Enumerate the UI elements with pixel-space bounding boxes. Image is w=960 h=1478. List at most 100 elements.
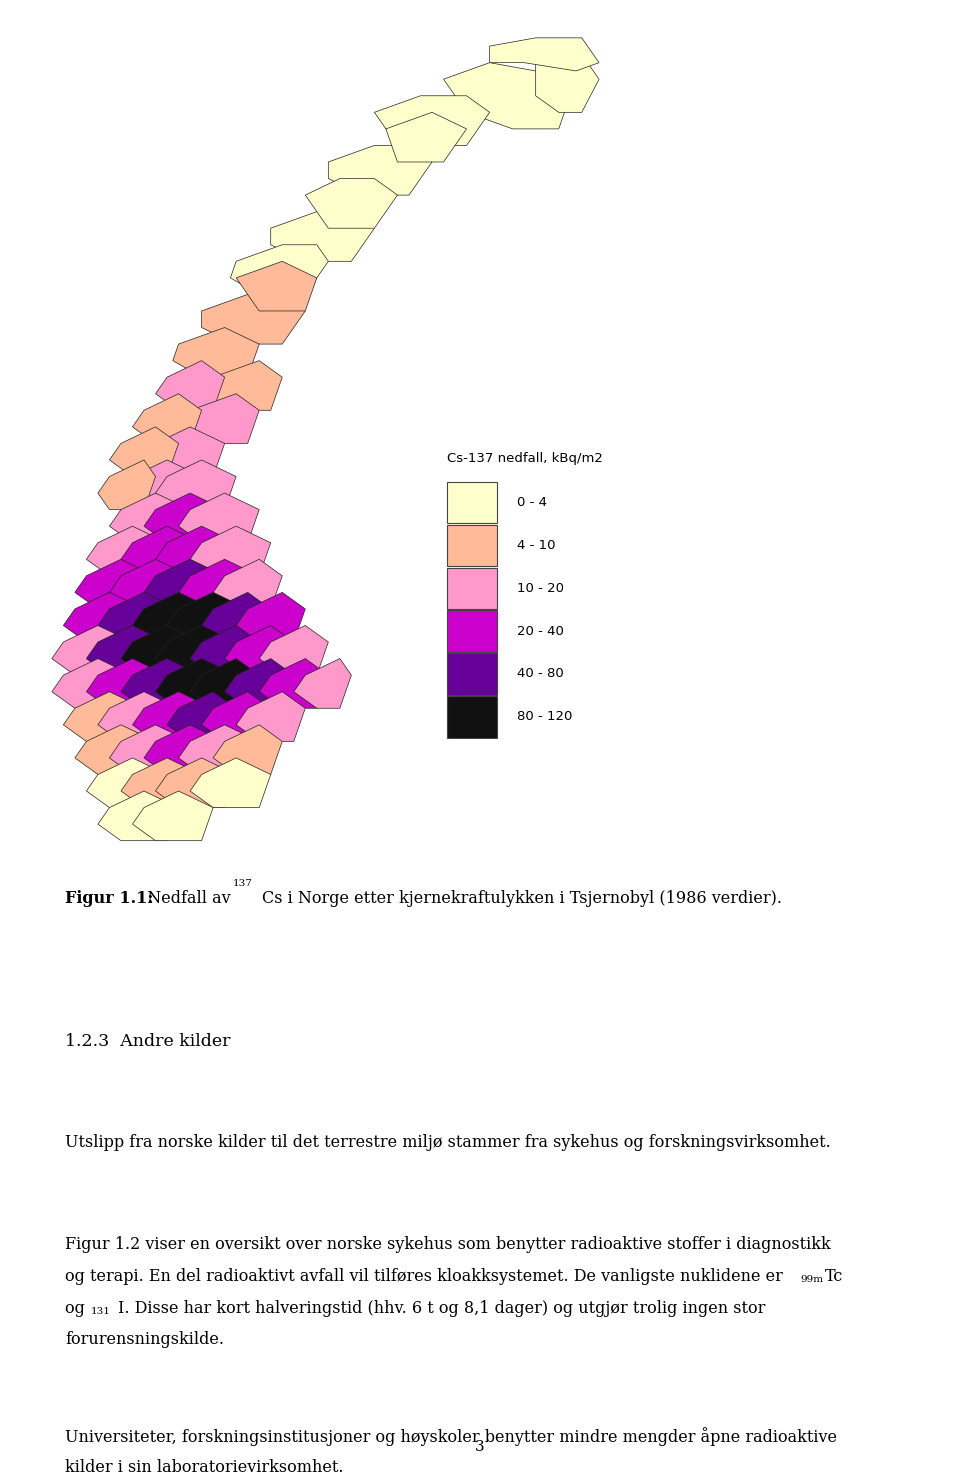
Polygon shape <box>536 55 599 112</box>
Polygon shape <box>86 625 167 675</box>
Text: og: og <box>65 1299 90 1317</box>
Polygon shape <box>109 427 179 476</box>
Polygon shape <box>173 328 259 377</box>
Text: 1.2.3  Andre kilder: 1.2.3 Andre kilder <box>65 1033 230 1049</box>
FancyBboxPatch shape <box>447 653 497 695</box>
Polygon shape <box>213 559 282 609</box>
Polygon shape <box>202 361 282 411</box>
Polygon shape <box>121 758 202 807</box>
Polygon shape <box>132 393 202 443</box>
FancyBboxPatch shape <box>447 696 497 738</box>
Text: 10 - 20: 10 - 20 <box>517 582 564 594</box>
Polygon shape <box>156 625 236 675</box>
Polygon shape <box>109 559 190 609</box>
Text: Nedfall av: Nedfall av <box>137 890 236 907</box>
Polygon shape <box>98 460 156 510</box>
FancyBboxPatch shape <box>447 610 497 652</box>
Text: 3: 3 <box>475 1441 485 1454</box>
Polygon shape <box>190 659 259 708</box>
Text: Figur 1.2 viser en oversikt over norske sykehus som benytter radioaktive stoffer: Figur 1.2 viser en oversikt over norske … <box>65 1236 831 1253</box>
Polygon shape <box>236 692 305 742</box>
Polygon shape <box>190 758 271 807</box>
Polygon shape <box>75 724 156 774</box>
Text: 131: 131 <box>91 1307 111 1315</box>
Polygon shape <box>179 559 259 609</box>
Polygon shape <box>236 262 317 310</box>
Polygon shape <box>121 625 202 675</box>
Text: Utslipp fra norske kilder til det terrestre miljø stammer fra sykehus og forskni: Utslipp fra norske kilder til det terres… <box>65 1135 831 1151</box>
Polygon shape <box>156 526 236 576</box>
Text: I. Disse har kort halveringstid (hhv. 6 t og 8,1 dager) og utgjør trolig ingen s: I. Disse har kort halveringstid (hhv. 6 … <box>118 1299 765 1317</box>
Text: Universiteter, forskningsinstitusjoner og høyskoler benytter mindre mengder åpne: Universiteter, forskningsinstitusjoner o… <box>65 1426 837 1445</box>
Polygon shape <box>294 659 351 708</box>
Polygon shape <box>271 211 374 262</box>
Polygon shape <box>132 692 213 742</box>
Polygon shape <box>52 625 132 675</box>
Text: Figur 1.1:: Figur 1.1: <box>65 890 154 907</box>
Polygon shape <box>190 526 271 576</box>
Text: 0 - 4: 0 - 4 <box>517 497 547 508</box>
Polygon shape <box>259 659 328 708</box>
Polygon shape <box>190 625 259 675</box>
Polygon shape <box>156 460 236 510</box>
FancyBboxPatch shape <box>447 525 497 566</box>
Polygon shape <box>213 724 282 774</box>
Polygon shape <box>121 659 202 708</box>
Polygon shape <box>52 659 132 708</box>
Text: Tc: Tc <box>825 1268 843 1284</box>
Polygon shape <box>179 494 259 542</box>
Polygon shape <box>328 145 432 195</box>
Text: og terapi. En del radioaktivt avfall vil tilføres kloakksystemet. De vanligste n: og terapi. En del radioaktivt avfall vil… <box>65 1268 788 1284</box>
FancyBboxPatch shape <box>447 568 497 609</box>
Polygon shape <box>98 791 179 841</box>
Polygon shape <box>156 758 236 807</box>
Polygon shape <box>230 245 328 294</box>
Polygon shape <box>156 361 225 411</box>
Polygon shape <box>75 559 156 609</box>
Polygon shape <box>144 494 225 542</box>
Polygon shape <box>236 593 305 641</box>
Text: Cs-137 nedfall, kBq/m2: Cs-137 nedfall, kBq/m2 <box>447 452 603 466</box>
Polygon shape <box>98 593 179 641</box>
Polygon shape <box>86 526 167 576</box>
Polygon shape <box>386 112 467 163</box>
Polygon shape <box>121 460 202 510</box>
Polygon shape <box>202 593 271 641</box>
Polygon shape <box>144 427 225 476</box>
Text: forurensningskilde.: forurensningskilde. <box>65 1332 225 1348</box>
Text: Cs i Norge etter kjernekraftulykken i Tsjernobyl (1986 verdier).: Cs i Norge etter kjernekraftulykken i Ts… <box>262 890 782 907</box>
Polygon shape <box>86 758 167 807</box>
Polygon shape <box>179 724 259 774</box>
Polygon shape <box>202 294 305 344</box>
Polygon shape <box>63 593 144 641</box>
Polygon shape <box>225 659 294 708</box>
Polygon shape <box>179 393 259 443</box>
Polygon shape <box>167 692 236 742</box>
Polygon shape <box>259 625 328 675</box>
FancyBboxPatch shape <box>447 482 497 523</box>
Polygon shape <box>144 724 225 774</box>
Polygon shape <box>167 593 248 641</box>
Polygon shape <box>374 96 490 145</box>
Polygon shape <box>444 62 570 129</box>
Polygon shape <box>490 38 599 71</box>
Polygon shape <box>63 692 144 742</box>
Polygon shape <box>156 659 236 708</box>
Polygon shape <box>132 791 213 841</box>
Text: 80 - 120: 80 - 120 <box>517 711 572 723</box>
Polygon shape <box>305 179 397 228</box>
Polygon shape <box>109 494 190 542</box>
Polygon shape <box>86 659 167 708</box>
Polygon shape <box>98 692 179 742</box>
Polygon shape <box>109 724 190 774</box>
Text: 99m: 99m <box>801 1276 824 1284</box>
Text: 40 - 80: 40 - 80 <box>517 668 564 680</box>
Text: kilder i sin laboratorievirksomhet.: kilder i sin laboratorievirksomhet. <box>65 1459 344 1475</box>
Text: 4 - 10: 4 - 10 <box>517 539 556 551</box>
Text: 137: 137 <box>233 879 253 888</box>
Polygon shape <box>225 625 294 675</box>
Polygon shape <box>144 559 225 609</box>
Polygon shape <box>132 593 213 641</box>
Polygon shape <box>202 692 271 742</box>
Text: 20 - 40: 20 - 40 <box>517 625 564 637</box>
